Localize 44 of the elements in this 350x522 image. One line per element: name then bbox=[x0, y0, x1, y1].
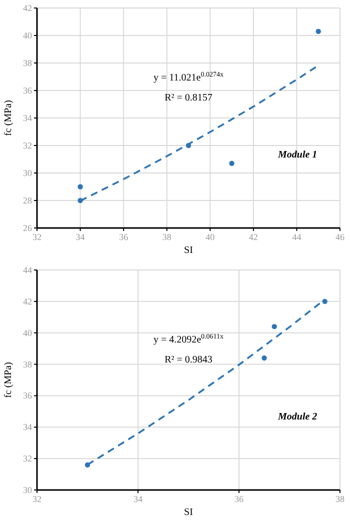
x-tick-label: 34 bbox=[76, 232, 86, 242]
y-tick-label: 36 bbox=[23, 390, 32, 401]
y-tick-label: 42 bbox=[23, 296, 32, 306]
y-tick-label: 34 bbox=[23, 113, 32, 123]
y-tick-label: 30 bbox=[23, 485, 32, 495]
y-axis-title: fc (MPa) bbox=[3, 362, 14, 398]
x-tick-label: 38 bbox=[162, 232, 172, 242]
y-axis-title: fc (MPa) bbox=[3, 100, 14, 136]
y-tick-label: 30 bbox=[23, 168, 32, 178]
y-tick-label: 42 bbox=[23, 3, 32, 13]
x-tick-label: 32 bbox=[32, 232, 42, 242]
annotation: y = 11.021e$^{0.0274x}$ bbox=[154, 70, 224, 84]
annotation: R² = 0.9843 bbox=[164, 354, 212, 366]
x-tick-label: 40 bbox=[206, 232, 216, 242]
point bbox=[272, 324, 277, 330]
y-tick-label: 32 bbox=[23, 454, 32, 464]
x-tick-label: 42 bbox=[248, 232, 258, 242]
x-tick-label: 36 bbox=[234, 494, 244, 504]
y-tick-label: 36 bbox=[23, 86, 32, 96]
y-tick-label: 38 bbox=[23, 359, 32, 370]
point bbox=[78, 184, 83, 190]
annotation: R² = 0.8157 bbox=[164, 92, 212, 104]
y-tick-label: 32 bbox=[23, 140, 32, 150]
x-tick-label: 32 bbox=[32, 494, 42, 504]
y-tick-label: 40 bbox=[23, 30, 32, 40]
x-tick-label: 34 bbox=[134, 494, 143, 504]
x-axis-title: SI bbox=[184, 507, 193, 518]
annotation: Module 2 bbox=[276, 412, 318, 423]
y-tick-label: 34 bbox=[23, 422, 32, 432]
point bbox=[229, 160, 234, 166]
point bbox=[262, 355, 267, 361]
x-tick-label: 38 bbox=[336, 494, 345, 504]
y-tick-label: 40 bbox=[23, 328, 32, 338]
x-tick-label: 46 bbox=[336, 232, 345, 242]
annotation: Module 1 bbox=[276, 150, 318, 161]
x-tick-label: 36 bbox=[119, 232, 129, 242]
y-tick-label: 28 bbox=[23, 196, 32, 206]
y-tick-label: 26 bbox=[23, 223, 32, 233]
annotation: y = 4.2092e$^{0.0611x}$ bbox=[153, 332, 224, 346]
point bbox=[316, 28, 321, 34]
x-axis-title: SI bbox=[184, 245, 193, 256]
x-tick-label: 44 bbox=[292, 232, 302, 242]
y-tick-label: 44 bbox=[23, 265, 32, 275]
y-tick-label: 38 bbox=[23, 58, 32, 68]
